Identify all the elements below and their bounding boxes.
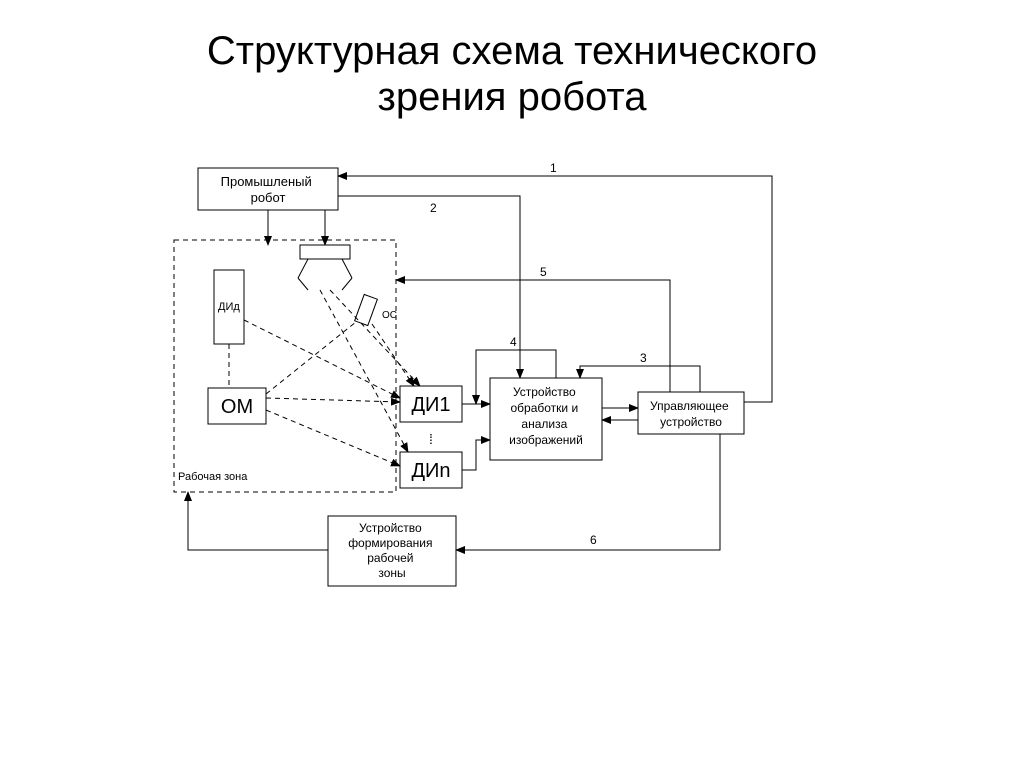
- form-l4: зоны: [378, 566, 405, 580]
- proc-l1: Устройство: [513, 385, 576, 399]
- edge-5-label: 5: [540, 265, 547, 279]
- edge-5: [396, 280, 670, 392]
- edge-3-label: 3: [640, 351, 647, 365]
- gripper-icon: [298, 245, 352, 290]
- diagram: Рабочая зона Промышленый робот ДИд ОМ ОС…: [0, 150, 1024, 710]
- edge-6-label: 6: [590, 533, 597, 547]
- din-label: ДИn: [411, 460, 450, 482]
- edge-form-workarea: [188, 492, 328, 550]
- om-label: ОМ: [221, 396, 253, 418]
- ray-os-di1: [372, 324, 414, 386]
- edge-1: [338, 176, 772, 402]
- work-area-label: Рабочая зона: [178, 471, 248, 483]
- edge-4-label: 4: [510, 335, 517, 349]
- form-l3: рабочей: [367, 551, 413, 565]
- slide-title: Структурная схема технического зрения ро…: [0, 0, 1024, 120]
- edge-1-label: 1: [550, 161, 557, 175]
- ellipsis: ⁞: [429, 431, 433, 447]
- proc-l2: обработки и: [510, 401, 578, 415]
- ray-did-di1: [244, 320, 400, 398]
- edge-din-proc: [462, 440, 490, 470]
- title-line1: Структурная схема технического: [207, 29, 817, 73]
- ctrl-l1: Управляющее: [650, 399, 729, 413]
- form-l1: Устройство: [359, 521, 422, 535]
- proc-l3: анализа: [521, 417, 567, 431]
- edge-2: [338, 196, 520, 378]
- edge-2-label: 2: [430, 201, 437, 215]
- ctrl-l2: устройство: [660, 415, 722, 429]
- di1-label: ДИ1: [411, 394, 450, 416]
- did-label: ДИд: [218, 301, 240, 313]
- ray-om-di1: [266, 398, 400, 402]
- form-l2: формирования: [348, 536, 432, 550]
- robot-line1: Промышленый: [221, 174, 312, 189]
- proc-l4: изображений: [509, 433, 583, 447]
- ray-om-os: [266, 322, 356, 394]
- ray-om-din: [266, 410, 400, 466]
- robot-line2: робот: [251, 190, 286, 205]
- work-area-box: [174, 240, 396, 492]
- os-icon: [355, 294, 378, 325]
- os-label: ОС: [382, 310, 397, 321]
- title-line2: зрения робота: [378, 75, 647, 119]
